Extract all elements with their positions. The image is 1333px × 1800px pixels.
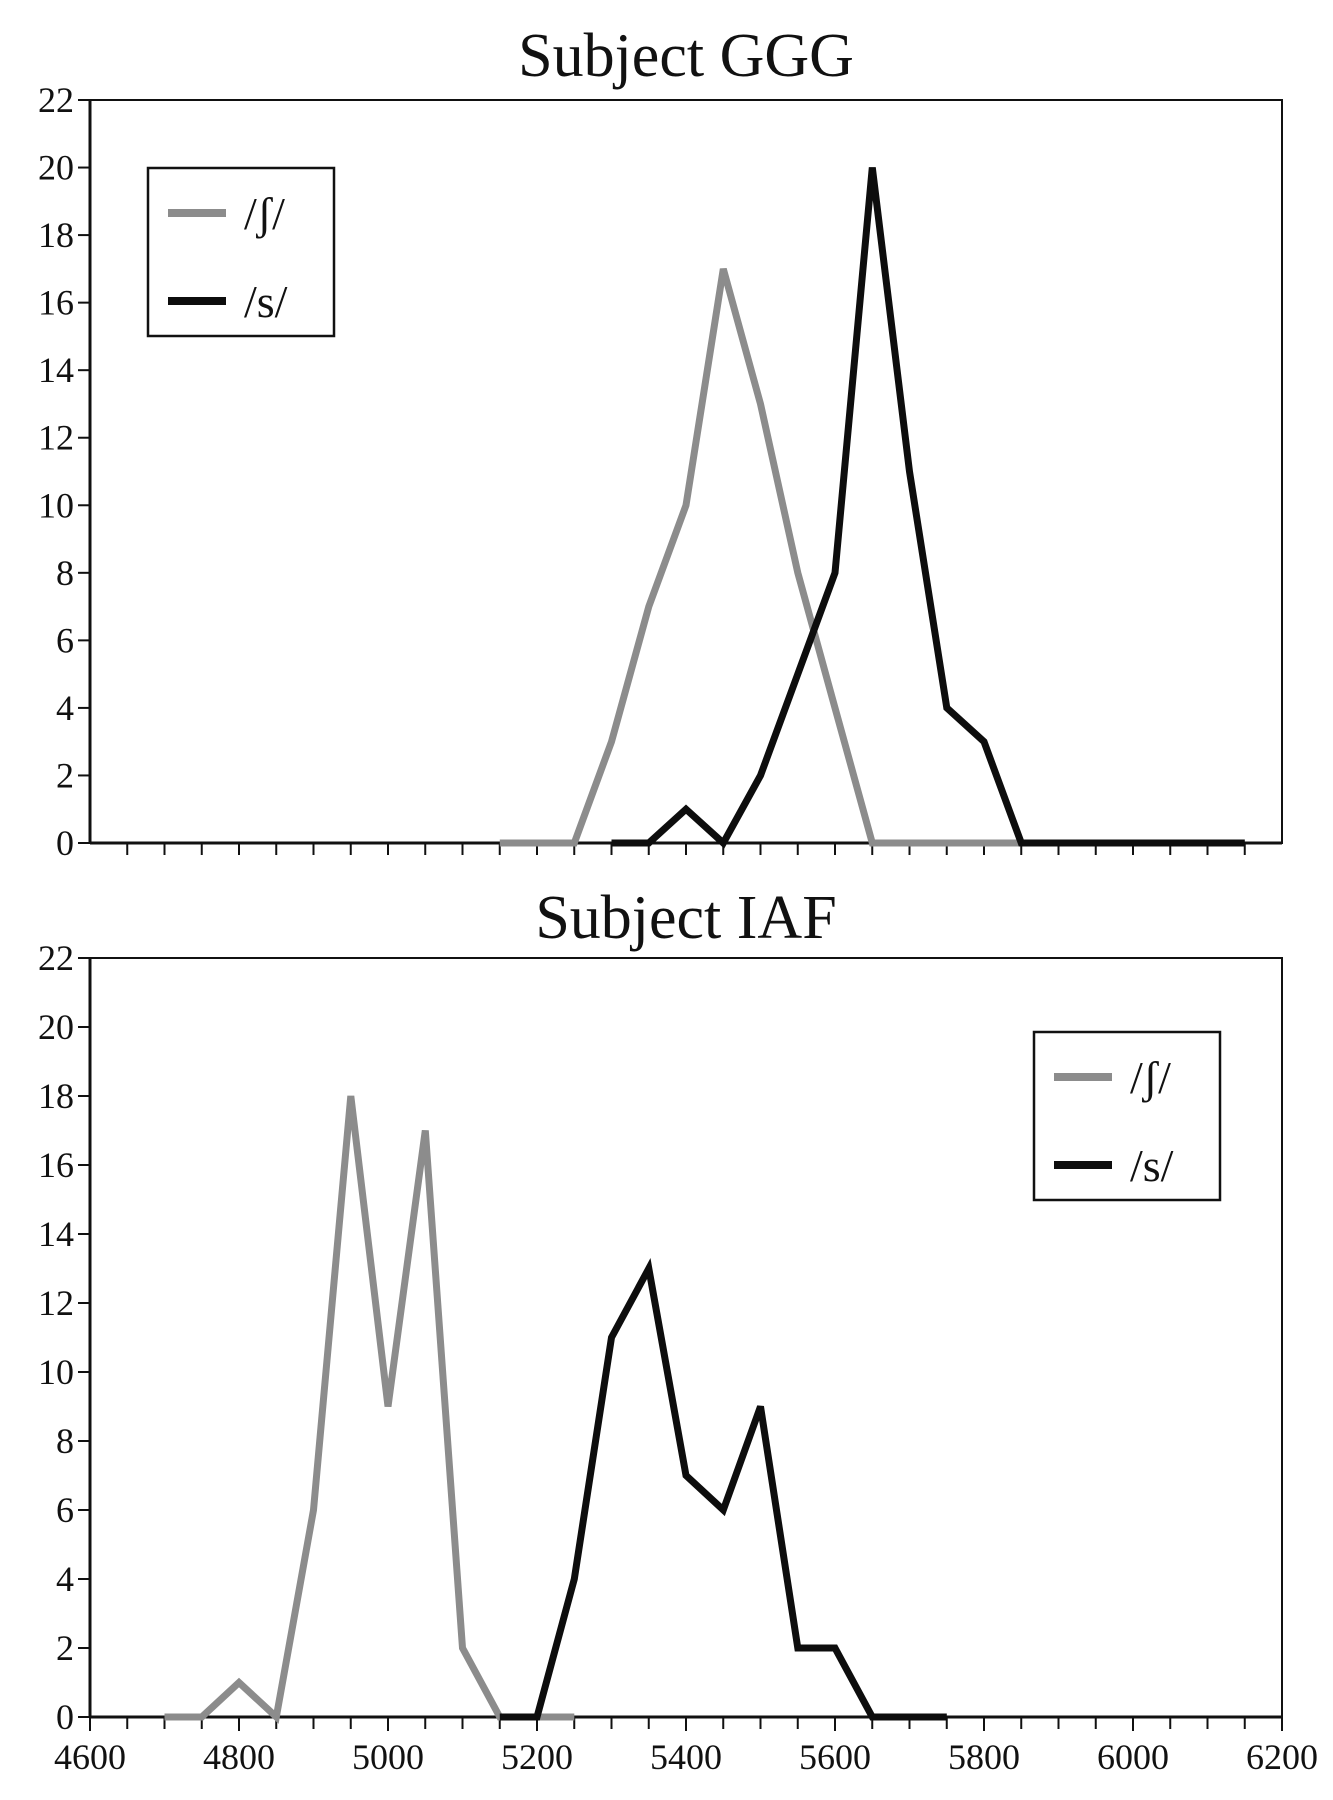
- x-tick-label: 6200: [1246, 1737, 1318, 1777]
- y-tick-label: 22: [38, 938, 74, 978]
- x-tick-label: 4800: [203, 1737, 275, 1777]
- y-tick-label: 18: [38, 215, 74, 255]
- y-tick-label: 22: [38, 80, 74, 120]
- y-tick-label: 2: [56, 755, 74, 795]
- chart-title: Subject GGG: [518, 22, 854, 90]
- y-tick-label: 14: [38, 350, 74, 390]
- y-tick-label: 20: [38, 1007, 74, 1047]
- y-tick-label: 16: [38, 1145, 74, 1185]
- y-tick-label: 20: [38, 148, 74, 188]
- y-tick-label: 6: [56, 1490, 74, 1530]
- legend: /ʃ/ /s/: [146, 166, 336, 338]
- chart-panel-1: Subject GGG 0 2 4 6 8 10 12 14 16 18 20 22/ʃ/ /s/: [38, 22, 1283, 863]
- y-tick-label: 2: [56, 1628, 74, 1668]
- legend-box: [146, 166, 336, 338]
- y-tick-label: 8: [56, 1421, 74, 1461]
- legend: /ʃ/ /s/: [1032, 1030, 1222, 1202]
- x-tick-label: 5200: [501, 1737, 573, 1777]
- x-tick-label: 6000: [1097, 1737, 1169, 1777]
- series-line-sh: [499, 267, 1022, 847]
- y-tick-label: 18: [38, 1076, 74, 1116]
- x-tick-label: 5800: [948, 1737, 1020, 1777]
- chart-panel-2: Subject IAF 0 2 4 6 8 10 12 14 16 18 20 22 4600 4800 50…: [38, 884, 1318, 1777]
- series-line-s: [499, 1258, 947, 1721]
- series-line-sh: [164, 1095, 575, 1724]
- legend-label: /ʃ/: [244, 188, 285, 239]
- y-tick-label: 14: [38, 1214, 74, 1254]
- x-tick-label: 5600: [799, 1737, 871, 1777]
- y-tick-label: 12: [38, 1283, 74, 1323]
- y-tick-label: 8: [56, 553, 74, 593]
- y-tick-label: 0: [56, 823, 74, 863]
- y-tick-label: 6: [56, 620, 74, 660]
- chart-title: Subject IAF: [535, 884, 836, 952]
- legend-label: /s/: [1130, 1140, 1174, 1191]
- x-tick-label: 5000: [352, 1737, 424, 1777]
- y-tick-label: 4: [56, 1559, 74, 1599]
- legend-box: [1032, 1030, 1222, 1202]
- y-tick-label: 10: [38, 1352, 74, 1392]
- y-tick-label: 12: [38, 418, 74, 458]
- x-tick-label: 4600: [54, 1737, 126, 1777]
- legend-label: /ʃ/: [1130, 1052, 1171, 1103]
- x-tick-label: 5400: [650, 1737, 722, 1777]
- y-tick-label: 0: [56, 1697, 74, 1737]
- legend-label: /s/: [244, 276, 288, 327]
- y-tick-label: 10: [38, 485, 74, 525]
- series-line-s: [611, 167, 1245, 849]
- y-tick-label: 4: [56, 688, 74, 728]
- y-tick-label: 16: [38, 283, 74, 323]
